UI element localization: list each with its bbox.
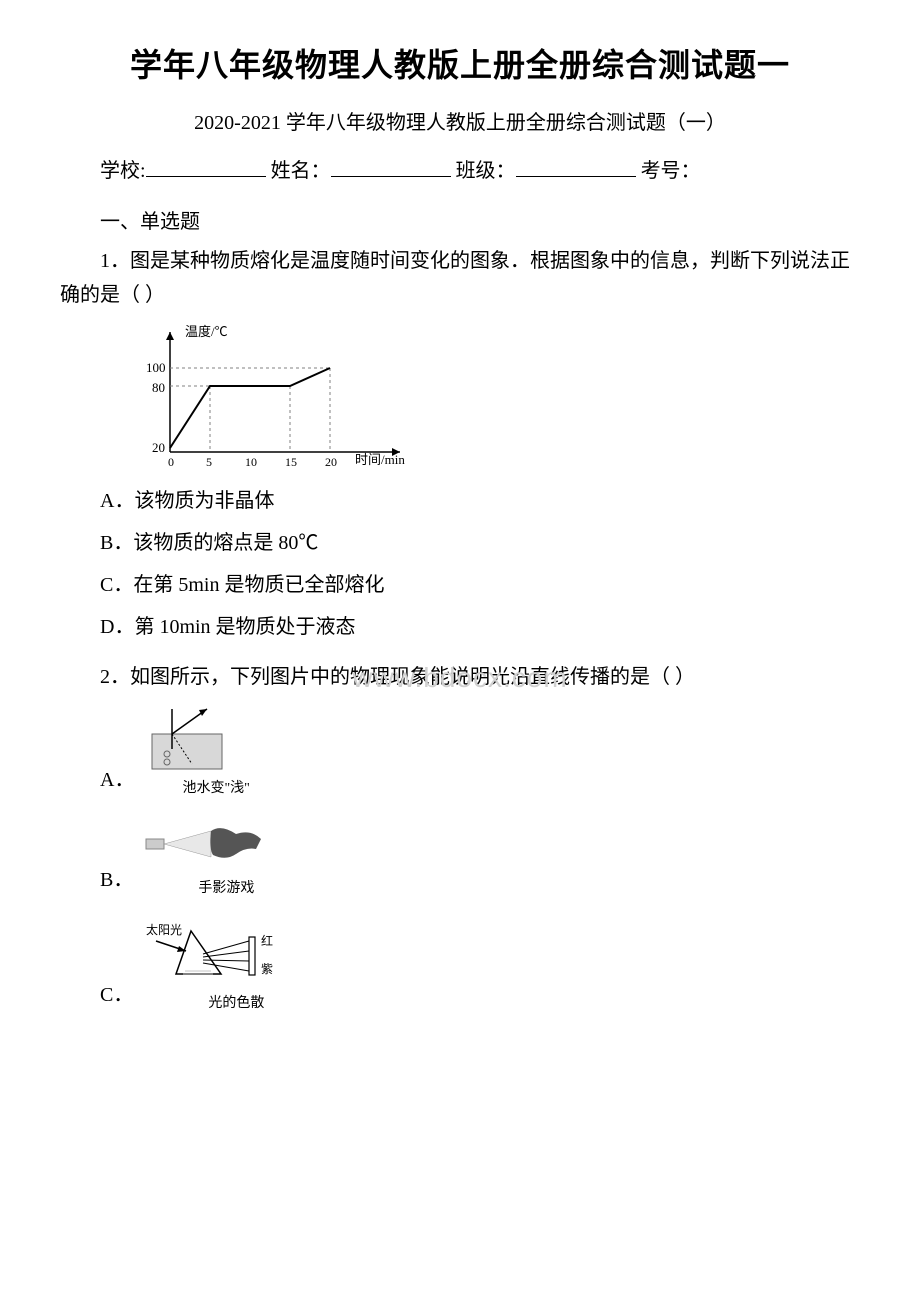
svg-text:15: 15 <box>285 455 297 469</box>
svg-text:紫: 紫 <box>261 962 273 976</box>
class-label: 班级： <box>456 160 516 182</box>
q2-a-letter: A． <box>60 765 134 799</box>
section-1-header: 一、单选题 <box>60 205 860 234</box>
subtitle: 2020-2021 学年八年级物理人教版上册全册综合测试题（一） <box>60 106 860 135</box>
q2-c-letter: C． <box>60 980 133 1014</box>
q2-b-letter: B． <box>60 865 133 899</box>
q1-option-c: C．在第 5min 是物质已全部熔化 <box>60 566 860 604</box>
svg-text:红: 红 <box>261 933 273 948</box>
q2-a-figure: 池水变"浅" <box>142 704 249 799</box>
svg-text:100: 100 <box>146 360 166 375</box>
q2-a-caption: 池水变"浅" <box>142 778 249 799</box>
q2-option-a: A． 池水变"浅" <box>60 704 860 799</box>
svg-text:80: 80 <box>152 380 165 395</box>
q2-stem: 2．如图所示，下列图片中的物理现象能说明光沿直线传播的是（ ） <box>60 660 860 694</box>
form-line: 学校: 姓名： 班级： 考号： <box>60 153 860 189</box>
sun-label: 太阳光 <box>146 922 182 937</box>
q1-option-b: B．该物质的熔点是 80℃ <box>60 524 860 562</box>
q2-option-c: C． 太阳光 红 紫 光的色散 <box>60 919 860 1014</box>
svg-text:时间/min: 时间/min <box>355 452 405 467</box>
name-label: 姓名： <box>271 160 331 182</box>
svg-text:5: 5 <box>206 455 212 469</box>
page-title: 学年八年级物理人教版上册全册综合测试题一 <box>60 40 860 86</box>
school-blank <box>146 153 266 177</box>
q2-option-b: B． 手影游戏 <box>60 819 860 899</box>
svg-text:20: 20 <box>152 440 165 455</box>
q1-option-d: D．第 10min 是物质处于液态 <box>60 608 860 646</box>
q2-b-caption: 手影游戏 <box>141 878 271 899</box>
examno-label: 考号： <box>641 160 701 182</box>
q1-chart: 温度/℃ 时间/min 100 80 20 0 5 10 15 20 <box>140 322 860 472</box>
svg-text:温度/℃: 温度/℃ <box>185 324 228 339</box>
name-blank <box>331 153 451 177</box>
svg-text:20: 20 <box>325 455 337 469</box>
class-blank <box>516 153 636 177</box>
svg-text:0: 0 <box>168 455 174 469</box>
school-label: 学校: <box>100 160 146 182</box>
q2-c-figure: 太阳光 红 紫 光的色散 <box>141 919 291 1014</box>
q2-c-caption: 光的色散 <box>141 993 291 1014</box>
svg-text:10: 10 <box>245 455 257 469</box>
q1-option-a: A．该物质为非晶体 <box>60 482 860 520</box>
q2-b-figure: 手影游戏 <box>141 819 271 899</box>
q1-stem: 1．图是某种物质熔化是温度随时间变化的图象．根据图象中的信息，判断下列说法正确的… <box>60 244 860 312</box>
